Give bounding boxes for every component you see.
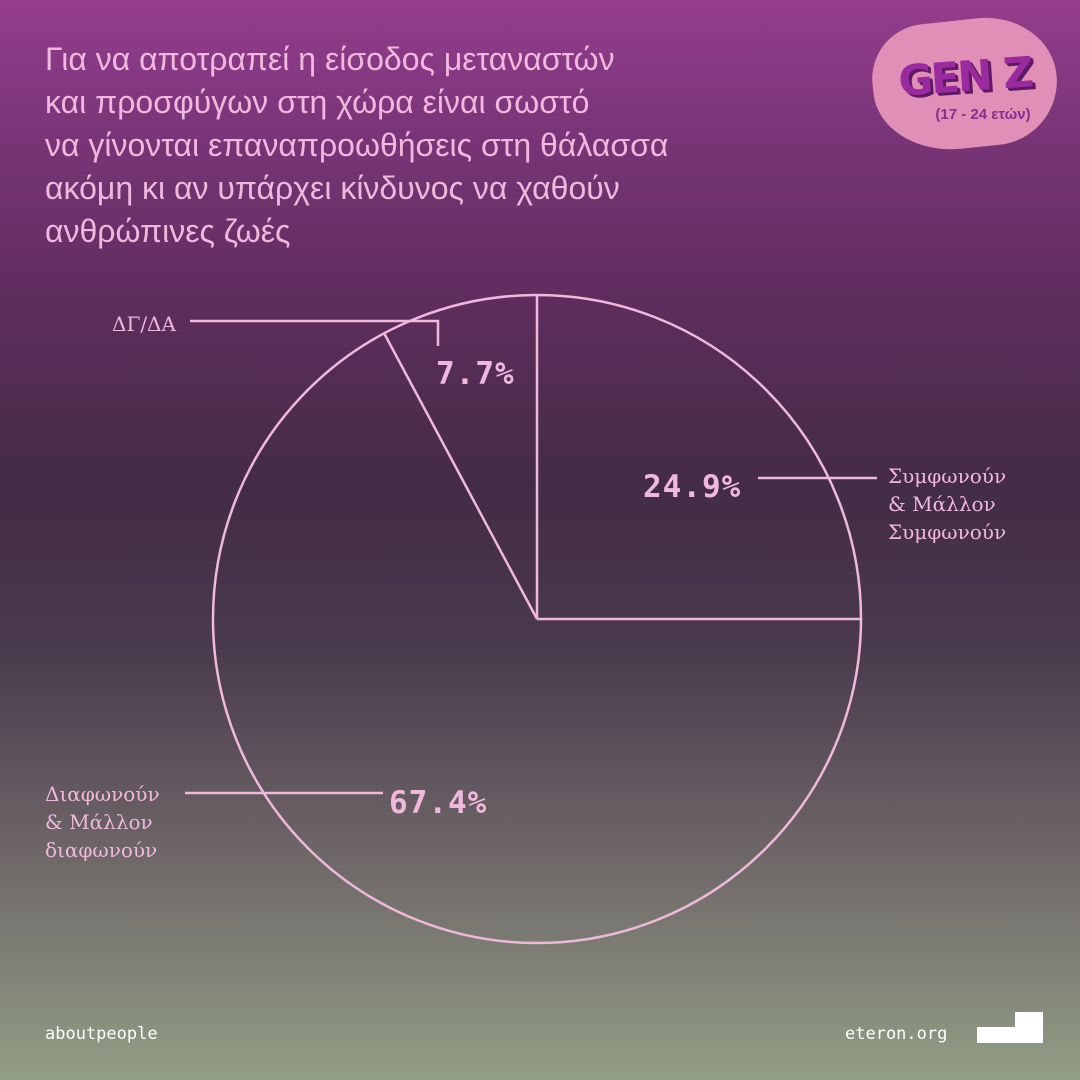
label-disagree: Διαφωνούν & Μάλλον διαφωνούν xyxy=(45,782,160,862)
pct-agree: 24.9% xyxy=(643,469,742,505)
label-agree: Συμφωνούν & Μάλλον Συμφωνούν xyxy=(888,464,1007,544)
eteron-logo-icon xyxy=(977,1027,1043,1043)
pct-disagree: 67.4% xyxy=(389,785,488,821)
footer-eteron: eteron.org xyxy=(845,1024,948,1044)
label-dgda: ΔΓ/ΔΑ xyxy=(112,312,176,336)
slice-divider-left xyxy=(382,332,539,620)
footer-aboutpeople: aboutpeople xyxy=(45,1024,158,1044)
badge-subtitle: (17 - 24 ετών) xyxy=(935,106,1031,123)
leader-line-dgda xyxy=(190,319,440,346)
chart-title: Για να αποτραπεί η είσοδος μεταναστών κα… xyxy=(45,41,669,249)
eteron-logo-icon-top xyxy=(1015,1012,1043,1027)
pct-dgda: 7.7% xyxy=(436,356,515,392)
